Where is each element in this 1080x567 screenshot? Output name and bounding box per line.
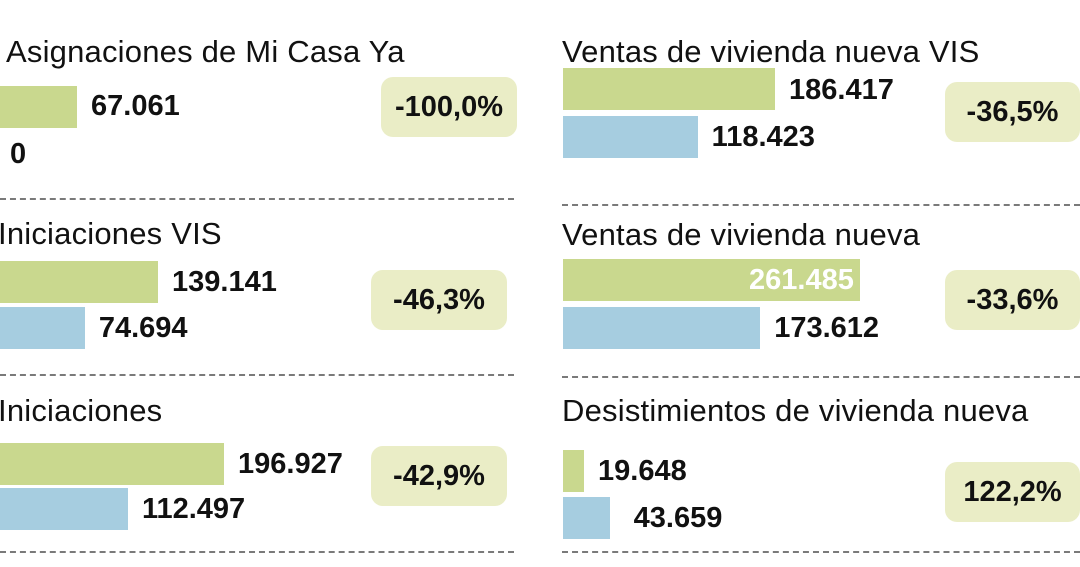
bar-value-label: 186.417 (789, 74, 894, 106)
bar-series-1 (0, 443, 224, 485)
bar-value-label: 19.648 (598, 455, 687, 487)
divider-dashed (0, 198, 514, 200)
bar-series-1 (563, 68, 775, 110)
change-badge: -42,9% (371, 446, 507, 506)
divider-dashed (0, 374, 514, 376)
divider-dashed (562, 551, 1080, 553)
divider-dashed (562, 204, 1080, 206)
bar-value-label: 196.927 (238, 448, 343, 480)
divider-dashed (562, 376, 1080, 378)
chart-panel-asignaciones: Asignaciones de Mi Casa Ya 67.061 0 -100… (0, 0, 540, 200)
bar-value-label: 118.423 (711, 121, 815, 153)
bar-value-label: 43.659 (633, 502, 723, 534)
bar-series-2 (563, 497, 610, 539)
bar-series-1 (563, 259, 860, 301)
chart-panel-iniciaciones-vis: Iniciaciones VIS 139.141 74.694 -46,3% (0, 0, 540, 380)
bar-series-1 (0, 86, 77, 128)
change-badge: -36,5% (945, 82, 1080, 142)
chart-title: Desistimientos de vivienda nueva (562, 393, 1029, 428)
chart-title: Iniciaciones VIS (0, 216, 222, 251)
bar-series-2 (0, 488, 128, 530)
bar-value-label: 139.141 (172, 266, 277, 298)
bar-series-1 (563, 450, 584, 492)
bar-value-label: 0 (10, 138, 27, 170)
bar-series-2 (563, 307, 761, 349)
change-badge: -100,0% (381, 77, 517, 137)
chart-title: Iniciaciones (0, 393, 163, 428)
bar-series-2 (0, 307, 85, 349)
chart-panel-ventas-vis: Ventas de vivienda nueva VIS 186.417 118… (0, 0, 1080, 200)
chart-panel-ventas: Ventas de vivienda nueva 261.485 173.612… (562, 217, 1080, 349)
bar-value-label: 173.612 (774, 312, 880, 344)
divider-dashed (0, 551, 514, 553)
bar-value-label: 261.485 (749, 264, 854, 296)
chart-title: Ventas de vivienda nueva VIS (562, 34, 980, 69)
change-badge: 122,2% (945, 462, 1080, 522)
bar-value-label: 74.694 (98, 312, 188, 344)
bar-value-label: 112.497 (141, 493, 246, 525)
chart-title: Asignaciones de Mi Casa Ya (6, 34, 405, 69)
bar-series-1 (0, 261, 158, 303)
change-badge: -33,6% (945, 270, 1080, 330)
chart-panel-iniciaciones: Iniciaciones 196.927 112.497 -42,9% (0, 393, 507, 530)
bar-value-label: 67.061 (91, 90, 180, 122)
bar-series-2 (563, 116, 698, 158)
change-badge: -46,3% (371, 270, 507, 330)
chart-title: Ventas de vivienda nueva (562, 217, 921, 252)
